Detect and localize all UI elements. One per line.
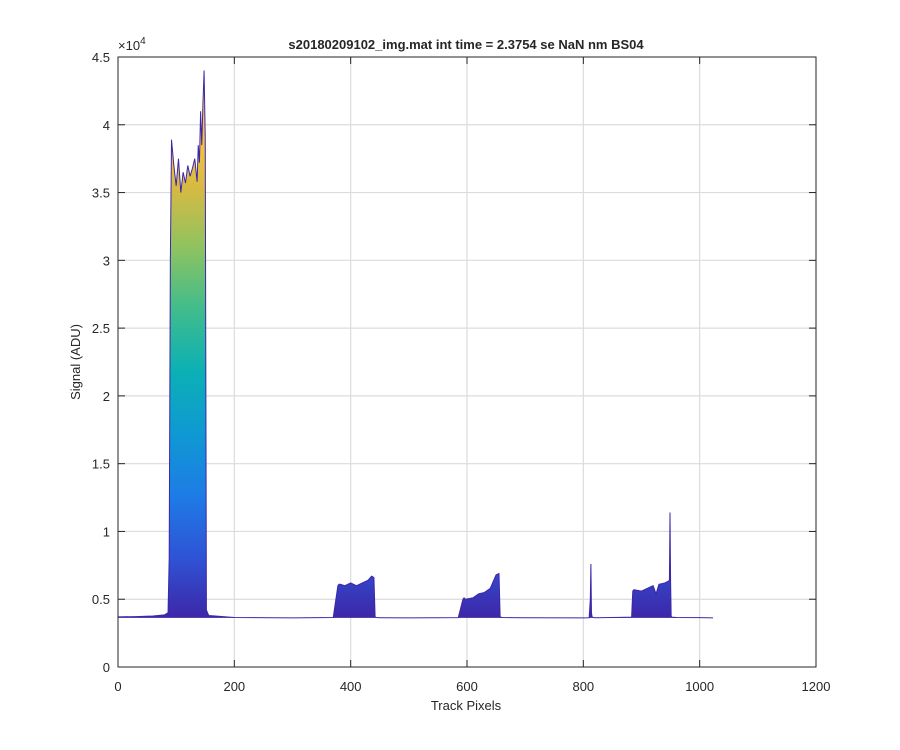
y-axis-exponent: ×104 <box>118 36 146 53</box>
grid <box>118 57 816 667</box>
y-axis-label: Signal (ADU) <box>68 324 83 400</box>
y-tick-label: 4 <box>103 118 110 133</box>
x-tick-label: 200 <box>223 679 245 694</box>
y-tick-label: 0.5 <box>92 592 110 607</box>
ticks: 0 200 400 600 800 1000 1200 0 0.5 1 1.5 2 2.5 3 3.5 4 4.… <box>92 50 831 694</box>
signal-line-series-0 <box>118 70 714 619</box>
chart-title: s20180209102_img.mat int time = 2.3754 s… <box>288 37 644 52</box>
y-tick-label: 1.5 <box>92 457 110 472</box>
y-tick-label: 2 <box>103 389 110 404</box>
y-tick-label: 1 <box>103 524 110 539</box>
data-layer <box>118 70 714 619</box>
x-axis-label: Track Pixels <box>431 698 502 713</box>
x-tick-label: 800 <box>572 679 594 694</box>
y-tick-label: 4.5 <box>92 50 110 65</box>
x-tick-label: 400 <box>340 679 362 694</box>
signal-area-series-0 <box>118 70 714 618</box>
x-tick-label: 0 <box>114 679 121 694</box>
y-tick-label: 2.5 <box>92 321 110 336</box>
x-tick-label: 1000 <box>685 679 714 694</box>
y-tick-label: 0 <box>103 660 110 675</box>
y-tick-label: 3 <box>103 253 110 268</box>
x-tick-label: 1200 <box>802 679 831 694</box>
y-tick-label: 3.5 <box>92 186 110 201</box>
x-tick-label: 600 <box>456 679 478 694</box>
